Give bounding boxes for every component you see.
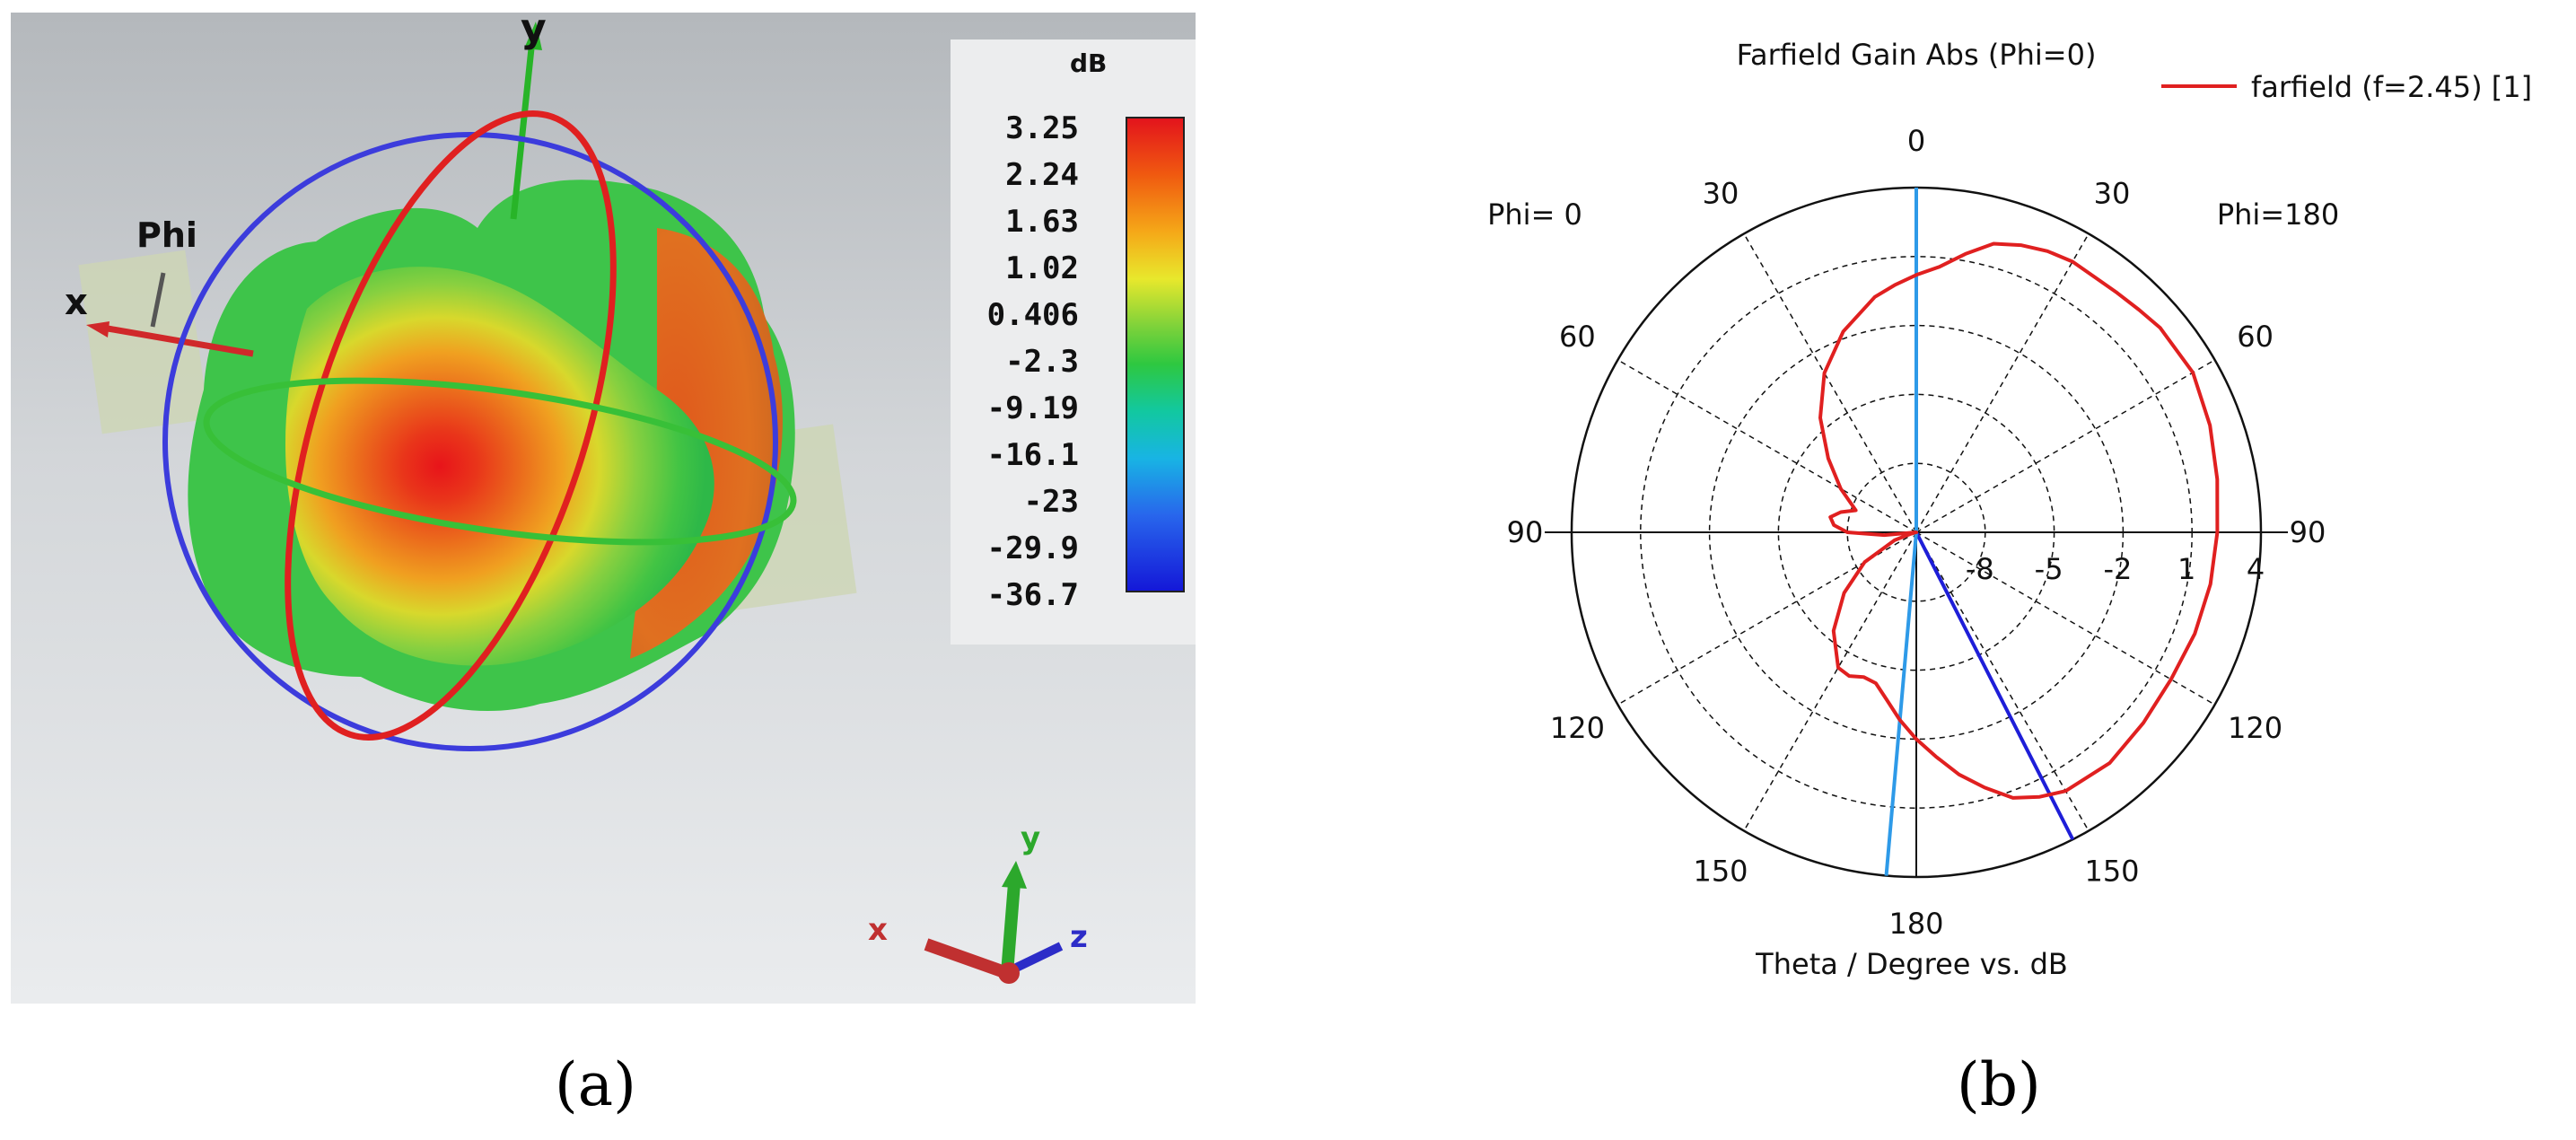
triad-y-arrow [1002, 861, 1027, 889]
theta-ring-blue [162, 132, 778, 751]
polar-left-label: Phi= 0 [1487, 197, 1582, 232]
colorbar-unit: dB [1070, 48, 1108, 78]
polar-spoke [1915, 531, 2090, 831]
polar-angle-tick-label: 150 [2084, 855, 2139, 889]
polar-title: Farfield Gain Abs (Phi=0) [1737, 38, 2097, 72]
radiation-3d-view: y x Phi x y z dB 3.25 2.24 1.63 1.02 0.406 -2… [11, 13, 1196, 1004]
colorbar-tick-label: -29.9 [986, 531, 1079, 566]
polar-angle-tick-label: 0 [1907, 124, 1925, 158]
y-axis-arrow [524, 22, 542, 50]
triad-x-line [924, 938, 1010, 979]
antenna-board-left [78, 250, 209, 434]
triad-y-label: y [1021, 820, 1041, 856]
colorbar-gradient [1126, 117, 1185, 592]
polar-spoke [1617, 531, 1917, 706]
polar-angle-tick-label: 150 [1693, 855, 1748, 889]
radiation-3d-canvas [78, 22, 1064, 984]
polar-angle-tick-label: 90 [2290, 515, 2326, 549]
polar-spoke [1915, 359, 2215, 533]
polar-spoke [1915, 531, 2215, 706]
triad-z-label: z [1070, 919, 1088, 955]
colorbar-tick-label: -16.1 [986, 437, 1079, 473]
polar-xlabel: Theta / Degree vs. dB [1755, 947, 2068, 981]
polar-spoke [1743, 531, 1917, 831]
x-axis-label: x [65, 282, 88, 323]
phi-axis-label: Phi [136, 215, 197, 255]
colorbar-tick-label: -23 [1023, 484, 1079, 520]
polar-angle-tick-label: 120 [1550, 711, 1605, 745]
polar-radial-tick-label: -5 [2035, 552, 2063, 586]
polar-radial-tick-label: 1 [2177, 552, 2195, 586]
legend-label: farfield (f=2.45) [1] [2251, 70, 2532, 104]
colorbar-tick-label: 2.24 [1005, 157, 1079, 193]
colorbar-tick-label: 1.02 [1005, 250, 1079, 286]
reference-direction-line [1884, 531, 1918, 876]
triad-y-line [1001, 882, 1021, 974]
phi-axis-line [150, 272, 166, 328]
triad-x-label: x [868, 912, 888, 948]
polar-angle-tick-label: 60 [1559, 320, 1596, 354]
gain-series-line [1818, 241, 2220, 800]
colorbar-tick-label: -9.19 [986, 390, 1079, 426]
x-axis-arrow [86, 321, 110, 338]
caption-b: (b) [1957, 1050, 2041, 1119]
polar-radial-tick-label: -2 [2103, 552, 2132, 586]
y-axis-label: y [521, 13, 547, 51]
polar-spoke [1915, 233, 2090, 533]
polar-radial-tick-label: -8 [1966, 552, 1994, 586]
y-axis-line [510, 48, 535, 220]
colorbar-tick-label: 1.63 [1005, 204, 1079, 240]
main-lobe-direction-line [1914, 531, 2075, 841]
polar-angle-tick-label: 90 [1507, 515, 1544, 549]
polar-angle-tick-label: 180 [1888, 907, 1943, 941]
colorbar-tick-label: 0.406 [986, 297, 1079, 333]
polar-angle-tick-label: 60 [2237, 320, 2274, 354]
equator-ring-green [203, 377, 797, 546]
triad-origin [998, 962, 1020, 984]
colorbar-tick-label: 3.25 [1005, 110, 1079, 146]
polar-radial-tick-label: 4 [2247, 552, 2265, 586]
polar-spoke [1617, 359, 1917, 533]
colorbar-tick-label: -36.7 [986, 577, 1079, 613]
caption-a: (a) [555, 1050, 636, 1119]
polar-angle-tick-label: 120 [2228, 711, 2282, 745]
polar-angle-tick-label: 30 [2094, 176, 2131, 210]
polar-angle-tick-label: 30 [1703, 176, 1739, 210]
colorbar-tick-label: -2.3 [1005, 344, 1079, 380]
polar-right-label: Phi=180 [2217, 197, 2339, 232]
polar-spoke [1743, 233, 1917, 533]
